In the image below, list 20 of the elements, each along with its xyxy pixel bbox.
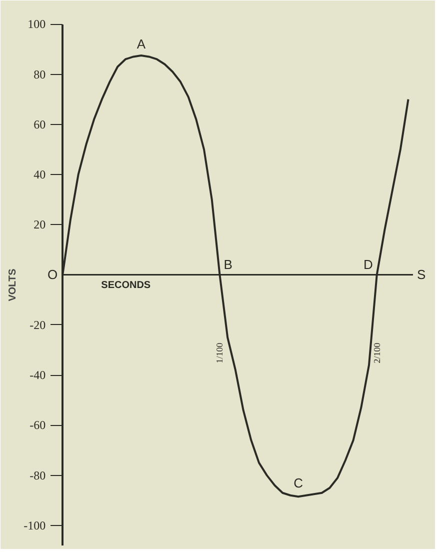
y-tick-label: -80 [30,468,46,482]
x-axis-title: SECONDS [101,280,151,291]
text: O [48,266,58,282]
y-tick-label: -100 [24,518,46,532]
annotation: D [363,256,373,272]
text: S [416,266,426,282]
y-tick-label: 60 [34,117,46,132]
x-tick-label: 1/100 [214,342,225,364]
y-tick-label: 20 [34,218,46,232]
x-tick-label: 2/100 [372,342,382,364]
y-axis-title: VOLTS [8,268,19,302]
y-tick-label: -20 [30,318,46,332]
y-tick-label: 80 [34,67,46,82]
y-tick-label: -40 [30,368,46,382]
annotation: B [224,256,232,272]
annotation: C [294,476,303,491]
y-tick-label: 100 [28,17,46,32]
y-tick-label: 40 [34,168,46,182]
y-tick-label: -60 [30,418,46,432]
annotation: A [136,36,146,52]
